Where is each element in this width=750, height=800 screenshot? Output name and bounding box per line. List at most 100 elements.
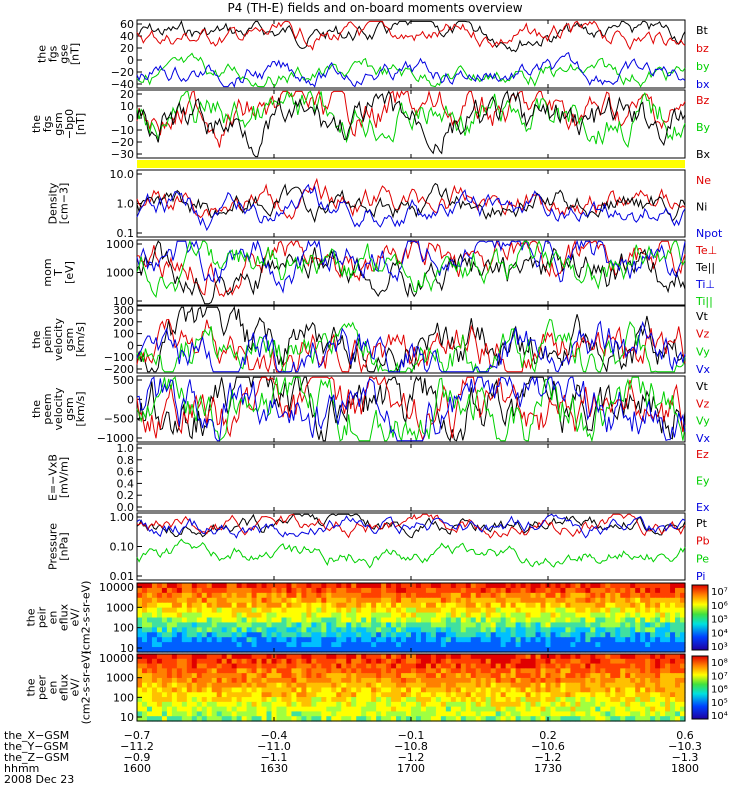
heatmap-cell <box>211 592 218 599</box>
heatmap-cell <box>371 711 377 717</box>
heatmap-cell <box>585 706 591 713</box>
heatmap-cell <box>565 647 572 653</box>
heatmap-cell <box>286 627 293 633</box>
heatmap-cell <box>460 716 467 722</box>
heatmap-cell <box>540 692 547 698</box>
heatmap-cell <box>555 697 562 703</box>
heatmap-cell <box>555 617 562 624</box>
heatmap-cell <box>455 711 462 717</box>
heatmap-cell <box>191 677 198 684</box>
heatmap-cell <box>560 642 567 648</box>
heatmap-cell <box>665 697 671 703</box>
heatmap-cell <box>510 663 517 669</box>
heatmap-cell <box>306 632 312 638</box>
heatmap-cell <box>141 706 148 713</box>
heatmap-cell <box>675 583 681 589</box>
heatmap-cell <box>525 607 532 614</box>
heatmap-cell <box>525 622 532 628</box>
heatmap-cell <box>236 607 243 614</box>
heatmap-cell <box>171 607 178 614</box>
heatmap-cell <box>500 607 507 614</box>
y-axis-label: the <box>30 330 43 348</box>
y-tick-label: 0.4 <box>117 477 135 490</box>
heatmap-cell <box>391 622 397 628</box>
heatmap-cell <box>505 677 512 684</box>
panel-peim_v: 3002001000−100−200thepeimvelocitygsm[km/… <box>30 304 711 376</box>
heatmap-cell <box>585 673 591 679</box>
y-tick-label: 0.1 <box>117 227 135 240</box>
heatmap-cell <box>241 658 248 665</box>
heatmap-cell <box>261 617 268 624</box>
heatmap-cell <box>560 612 567 619</box>
y-tick-label: −20 <box>111 66 134 79</box>
heatmap-cell <box>336 711 342 717</box>
heatmap-cell <box>316 697 322 703</box>
heatmap-cell <box>271 637 278 643</box>
heatmap-cell <box>166 587 173 594</box>
heatmap-cell <box>221 637 228 643</box>
heatmap-cell <box>366 597 372 604</box>
series-bx <box>136 52 686 89</box>
heatmap-cell <box>525 592 532 599</box>
heatmap-cell <box>480 607 487 614</box>
heatmap-cell <box>570 658 576 665</box>
footer-value: 0.2 <box>539 729 557 742</box>
heatmap-cell <box>435 617 442 624</box>
heatmap-cell <box>261 632 268 638</box>
heatmap-cell <box>261 692 268 698</box>
y-tick-label: 100 <box>113 691 134 704</box>
colorbar-tick-label: 10⁸ <box>711 658 728 669</box>
heatmap-cell <box>196 583 203 589</box>
heatmap-cell <box>610 654 616 660</box>
y-axis-label: eflux <box>58 673 71 701</box>
heatmap-cell <box>256 612 263 619</box>
heatmap-cell <box>680 682 686 689</box>
heatmap-cell <box>625 607 631 614</box>
heatmap-cell <box>650 612 656 619</box>
heatmap-cell <box>625 677 631 684</box>
heatmap-cell <box>555 602 562 609</box>
heatmap-cell <box>665 716 671 722</box>
heatmap-cell <box>276 583 283 589</box>
heatmap-cell <box>231 687 238 693</box>
heatmap-cell <box>321 607 327 614</box>
heatmap-cell <box>470 602 477 609</box>
heatmap-cell <box>386 592 392 599</box>
heatmap-cell <box>171 592 178 599</box>
heatmap-cell <box>271 632 278 638</box>
heatmap-cell <box>550 697 557 703</box>
heatmap-cell <box>570 632 576 638</box>
heatmap-cell <box>445 583 452 589</box>
heatmap-cell <box>490 706 497 713</box>
heatmap-cell <box>306 677 312 684</box>
heatmap-cell <box>580 642 586 648</box>
heatmap-cell <box>640 697 646 703</box>
panel-peir: 10⁷10⁶10⁵10⁴10³10000100010010thepeirenef… <box>25 581 728 655</box>
colorbar-tick-label: 10⁷ <box>711 587 728 598</box>
heatmap-cell <box>470 654 477 660</box>
heatmap-cell <box>495 701 502 708</box>
heatmap-cell <box>346 592 352 599</box>
heatmap-cell <box>640 583 646 589</box>
heatmap-cell <box>520 701 527 708</box>
heatmap-cell <box>575 602 581 609</box>
heatmap-cell <box>401 647 407 653</box>
heatmap-cell <box>540 668 547 674</box>
heatmap-cell <box>560 706 567 713</box>
heatmap-cell <box>301 647 307 653</box>
heatmap-cell <box>625 647 631 653</box>
heatmap-cell <box>605 677 611 684</box>
heatmap-cell <box>625 642 631 648</box>
heatmap-cell <box>321 602 327 609</box>
heatmap-cell <box>181 692 188 698</box>
heatmap-cell <box>445 654 452 660</box>
heatmap-cell <box>605 632 611 638</box>
heatmap-cell <box>435 687 442 693</box>
heatmap-cell <box>161 612 168 619</box>
heatmap-cell <box>415 587 422 594</box>
y-tick-label: 10 <box>120 100 134 113</box>
heatmap-cell <box>650 716 656 722</box>
series-Te|| <box>136 240 686 305</box>
heatmap-cell <box>171 642 178 648</box>
heatmap-cell <box>615 607 621 614</box>
